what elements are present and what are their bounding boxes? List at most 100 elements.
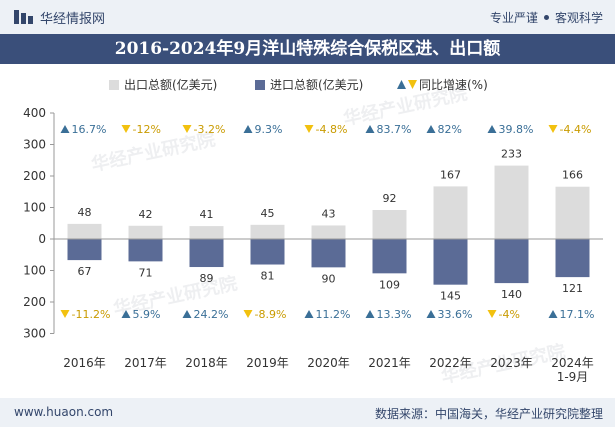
export-bar — [433, 186, 468, 239]
import-growth-label-text: -8.9% — [255, 308, 287, 321]
x-tick-label: 2016年 — [63, 356, 106, 370]
export-growth-label-text: 16.7% — [72, 123, 107, 136]
x-tick-label: 2020年 — [307, 356, 350, 370]
import-value-label: 145 — [440, 290, 461, 303]
import-growth-label-text: 13.3% — [377, 308, 412, 321]
legend-export-swatch — [109, 80, 119, 90]
import-value-label: 90 — [322, 272, 336, 285]
export-growth-label: -12% — [121, 123, 161, 136]
logo-text: 华经情报网 — [40, 12, 106, 27]
legend-export-label: 出口总额(亿美元) — [124, 78, 218, 92]
growth-down-icon — [121, 125, 131, 133]
import-growth-label-text: 17.1% — [560, 308, 595, 321]
growth-up-icon — [243, 125, 253, 133]
y-tick-label: 0 — [38, 232, 46, 246]
import-value-label: 140 — [501, 288, 522, 301]
import-bar — [372, 239, 407, 274]
export-value-label: 41 — [200, 208, 214, 221]
export-value-label: 48 — [78, 206, 92, 219]
export-bar — [67, 223, 102, 239]
growth-down-icon — [304, 125, 314, 133]
import-growth-label-text: 11.2% — [316, 308, 351, 321]
import-value-label: 121 — [562, 282, 583, 295]
export-value-label: 92 — [383, 192, 397, 205]
growth-down-icon — [60, 310, 70, 318]
export-growth-label-text: 9.3% — [255, 123, 283, 136]
tagline-left: 专业严谨 — [489, 11, 538, 25]
export-growth-label-text: 39.8% — [499, 123, 534, 136]
export-growth-label: -4.8% — [304, 123, 348, 136]
y-tick-label: 300 — [23, 138, 46, 152]
growth-up-icon — [426, 310, 436, 318]
export-value-label: 42 — [139, 208, 153, 221]
export-growth-label: -4.4% — [548, 123, 592, 136]
growth-down-icon — [487, 310, 497, 318]
import-bar — [494, 239, 529, 284]
tagline-dot-icon — [543, 15, 549, 20]
export-growth-label-text: -4.4% — [560, 123, 592, 136]
footer-bar: www.huaon.com 数据来源：中国海关，华经产业研究院整理 — [0, 398, 615, 427]
export-bar — [250, 224, 285, 239]
import-growth-label: 5.9% — [121, 308, 161, 321]
import-growth-label: -4% — [487, 308, 520, 321]
export-bar — [494, 165, 529, 239]
import-value-label: 81 — [261, 270, 275, 283]
growth-up-icon — [304, 310, 314, 318]
export-bar — [128, 225, 163, 239]
export-value-label: 167 — [440, 168, 461, 181]
export-growth-label-text: -12% — [133, 123, 161, 136]
export-bar — [189, 226, 224, 239]
footer-source: 数据来源：中国海关，华经产业研究院整理 — [374, 407, 603, 421]
y-tick-label: 300 — [23, 327, 46, 341]
x-tick-label: 2023年 — [490, 356, 533, 370]
growth-down-icon — [548, 125, 558, 133]
import-growth-label: -8.9% — [243, 308, 287, 321]
tagline: 专业严谨 客观科学 — [490, 9, 603, 26]
growth-up-icon — [487, 125, 497, 133]
export-value-label: 45 — [261, 207, 275, 220]
footer-website: www.huaon.com — [14, 405, 114, 419]
header-bar: 华经情报网 专业严谨 客观科学 — [0, 0, 615, 34]
growth-up-icon — [121, 310, 131, 318]
import-bar — [311, 239, 346, 268]
export-growth-label: 39.8% — [487, 123, 534, 136]
import-growth-label-text: 5.9% — [133, 308, 161, 321]
import-growth-label: 33.6% — [426, 308, 472, 321]
import-growth-label-text: -11.2% — [72, 308, 111, 321]
y-tick-label: 200 — [23, 295, 46, 309]
legend-export: 出口总额(亿美元) — [109, 76, 217, 94]
export-growth-label: -3.2% — [182, 123, 226, 136]
export-growth-label: 82% — [426, 123, 462, 136]
export-bar — [372, 210, 407, 239]
legend-growth-label: 同比增速(%) — [419, 78, 488, 92]
import-growth-label: 24.2% — [182, 308, 228, 321]
export-bar — [311, 225, 346, 239]
legend-import-label: 进口总额(亿美元) — [270, 78, 364, 92]
import-growth-label-text: -4% — [499, 308, 520, 321]
export-growth-label-text: 82% — [438, 123, 462, 136]
y-tick-label: 400 — [23, 106, 46, 120]
export-bar — [555, 186, 590, 239]
growth-up-icon — [365, 125, 375, 133]
growth-down-icon — [182, 125, 192, 133]
logo-icon — [14, 10, 33, 24]
legend-import: 进口总额(亿美元) — [255, 76, 363, 94]
export-growth-label-text: 83.7% — [377, 123, 412, 136]
export-growth-label-text: -3.2% — [194, 123, 226, 136]
export-value-label: 233 — [501, 148, 522, 161]
chart-canvas: 400 300 200 100 0 100 200 300 48 67 42 71 41 89 45 81 43… — [23, 106, 603, 384]
growth-up-icon — [365, 310, 375, 318]
import-value-label: 71 — [139, 266, 153, 279]
export-growth-label-text: -4.8% — [316, 123, 348, 136]
x-tick-label: 2018年 — [185, 356, 228, 370]
export-growth-label: 83.7% — [365, 123, 412, 136]
growth-up-icon — [426, 125, 436, 133]
x-tick-label: 2022年 — [429, 356, 472, 370]
import-bar — [128, 239, 163, 262]
x-tick-label: 2019年 — [246, 356, 289, 370]
growth-down-icon — [243, 310, 253, 318]
import-bar — [189, 239, 224, 268]
import-value-label: 89 — [200, 272, 214, 285]
export-value-label: 43 — [322, 207, 336, 220]
x-tick-label: 1-9月 — [557, 370, 589, 384]
